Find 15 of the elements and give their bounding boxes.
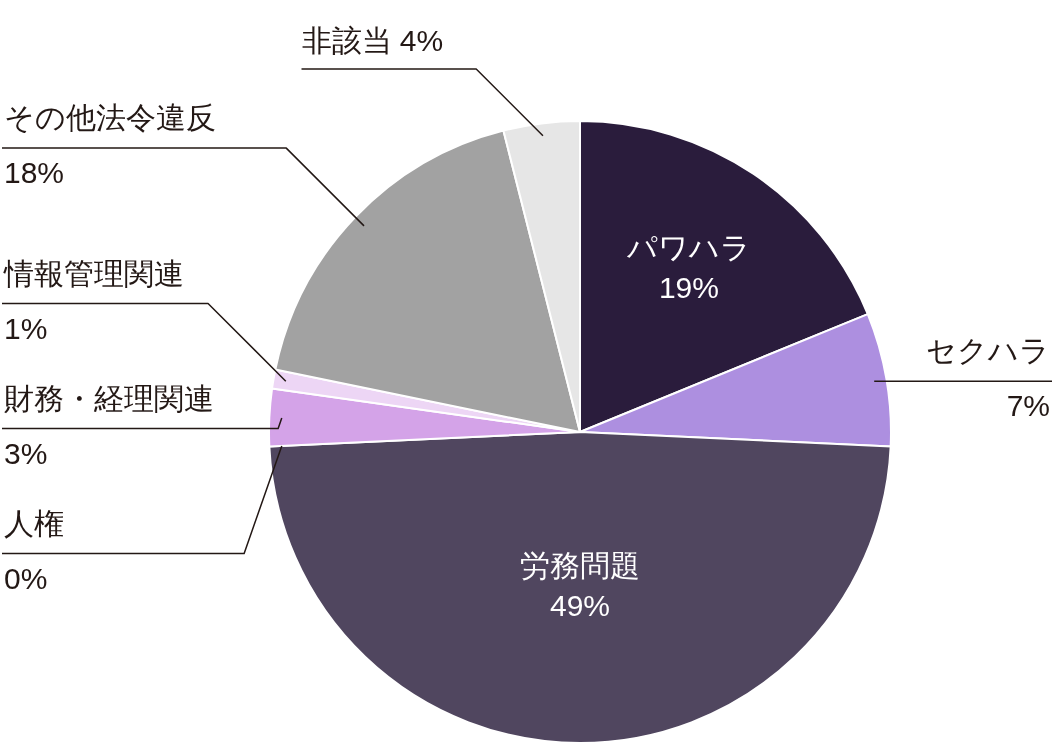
data-label: 1% [4,311,48,345]
data-label: 19% [658,270,719,304]
slice-label: その他法令違反 [4,101,216,135]
category-label: 人権 [4,506,64,540]
slice-label: セクハラ [926,334,1050,368]
slice-label: 財務・経理関連 [4,381,214,415]
data-label: 49% [549,588,611,622]
slice-label: 非該当 4% [301,24,444,58]
text: 0% [4,561,48,595]
slice-label: 情報管理関連 [3,256,184,290]
slice-label: 労務問題 [520,548,640,582]
data-label: 7% [1006,389,1050,423]
data-label: 3% [4,436,48,470]
slice-label: パワハラ [625,230,751,264]
data-label: 18% [4,156,65,190]
